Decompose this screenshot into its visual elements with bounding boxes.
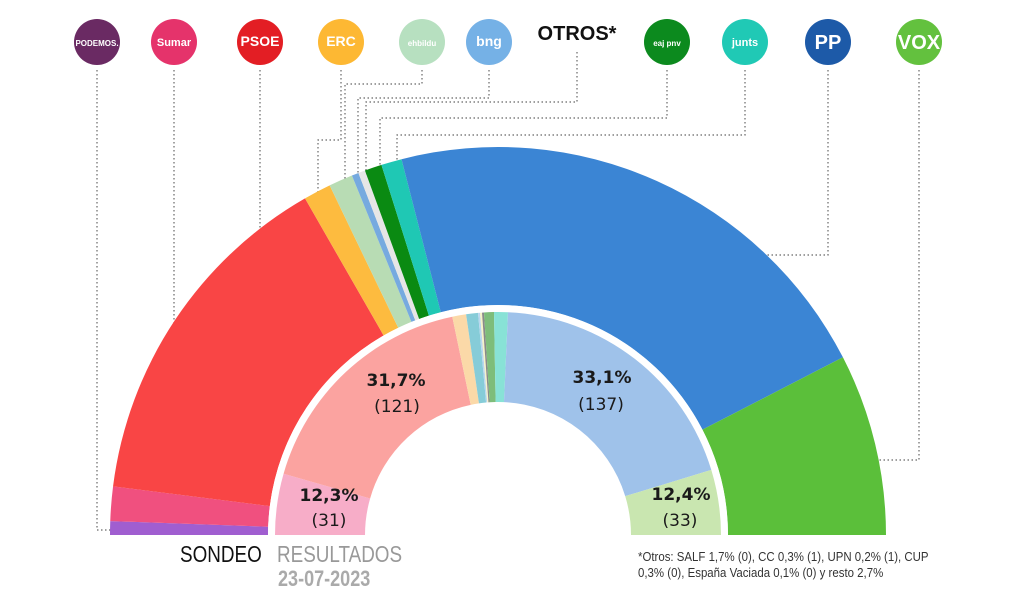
leader-line-podemos [96,70,180,531]
leader-line-eh-bildu [344,70,423,198]
leader-line-pp [735,70,829,256]
logo-psoe-icon: PSOE [237,19,283,65]
leader-line-pnv [379,70,668,168]
inner-segment-psoe [283,316,471,499]
leader-line-junts [396,70,746,168]
svg-text:PP: PP [815,32,842,54]
inner-segment-sumar [275,473,371,535]
outer-segment-bng [351,172,416,322]
outer-segment-vox [702,357,886,535]
svg-text:PODEMOS.: PODEMOS. [75,39,118,48]
logo-sumar-icon: Sumar [151,19,197,65]
outer-segment-erc [305,185,399,336]
footnote-otros: *Otros: SALF 1,7% (0), CC 0,3% (1), UPN … [638,549,929,580]
leader-line-vox [855,70,920,461]
svg-text:Sumar: Sumar [157,37,192,49]
party-logos: PODEMOS. Sumar PSOE ERC ehbildu bng OTROS* eaj … [74,19,942,65]
inner-segment-junts [493,312,509,403]
svg-text:PSOE: PSOE [241,33,280,49]
label-pp-seats: (137) [578,395,624,415]
inner-ring-resultados [268,305,728,535]
logo-vox-icon: VOX [896,19,942,65]
legend-resultados-date: 23-07-2023 [278,566,371,591]
inner-segment-pp [503,312,712,497]
label-pp-pct: 33,1% [573,368,632,388]
hemicycle-chart: 31,7% (121) 12,3% (31) 33,1% (137) 12,4%… [74,19,942,535]
logo-erc-icon: ERC [318,19,364,65]
svg-text:VOX: VOX [898,32,941,54]
label-vox-seats: (33) [663,511,698,531]
inner-segment-erc [452,314,479,405]
outer-segment-eh-bildu [329,175,412,328]
svg-text:junts: junts [731,37,758,49]
outer-segment-pnv [364,164,429,319]
svg-text:bng: bng [476,33,502,49]
inner-segment-bng [478,312,488,403]
logo-junts-icon: junts [722,19,768,65]
inner-segment-vox [625,469,721,535]
leader-line-erc [317,70,342,195]
outer-ring-sondeo [110,147,886,535]
outer-segment-podemos [110,521,269,535]
label-psoe-pct: 31,7% [367,371,426,391]
logo-pp-icon: PP [805,19,851,65]
svg-text:eaj pnv: eaj pnv [653,39,681,48]
leader-line-bng [357,70,490,182]
inner-segment-eh-bildu [466,312,487,404]
label-psoe-seats: (121) [374,397,420,417]
inner-segment-pnv [483,312,496,403]
logo-otros-icon: OTROS* [538,23,617,45]
logo-eh-bildu-icon: ehbildu [399,19,445,65]
inner-segment-cc [480,312,489,403]
logo-pnv-icon: eaj pnv [644,19,690,65]
outer-segment-otros [358,170,420,321]
logo-otros-text: OTROS* [538,23,617,45]
outer-segment-sumar [110,486,270,527]
logo-podemos-icon: PODEMOS. [74,19,120,65]
legend-sondeo: SONDEO [180,541,262,567]
legend-resultados: RESULTADOS [277,541,403,567]
label-sumar-seats: (31) [312,511,347,531]
svg-text:ehbildu: ehbildu [408,39,437,48]
label-vox-pct: 12,4% [652,485,711,505]
label-sumar-pct: 12,3% [300,486,359,506]
leader-line-otros [365,52,578,176]
inner-segment-upn [482,312,490,403]
svg-text:ERC: ERC [326,33,356,49]
outer-segment-psoe [113,198,384,507]
outer-segment-pp [401,147,843,430]
data-labels: 31,7% (121) 12,3% (31) 33,1% (137) 12,4%… [300,368,711,531]
outer-segment-junts [381,159,441,316]
logo-bng-icon: bng [466,19,512,65]
